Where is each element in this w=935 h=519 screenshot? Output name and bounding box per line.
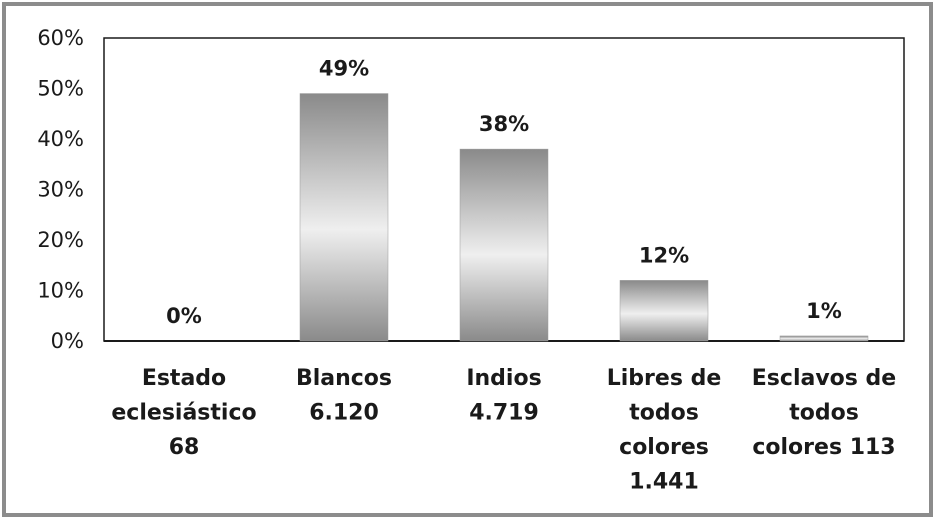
bar <box>779 335 869 342</box>
category-label-line: Libres de <box>607 366 722 391</box>
category-label-line: 1.441 <box>629 470 699 495</box>
category-label-line: Estado <box>142 366 226 391</box>
category-label-line: colores 113 <box>752 435 895 460</box>
y-tick-label: 30% <box>37 178 84 202</box>
category-label: Esclavos de todos colores 113 <box>752 366 896 460</box>
category-label: Indios 4.719 <box>466 366 541 426</box>
category-label-line: Esclavos de <box>752 366 896 391</box>
y-tick-label: 60% <box>37 26 84 50</box>
category-label-line: colores <box>619 435 709 460</box>
category-label-line: Indios <box>466 366 541 391</box>
category-label-line: todos <box>629 401 699 426</box>
data-label: 1% <box>806 299 842 323</box>
category-label-line: 4.719 <box>469 401 539 426</box>
y-tick-label: 50% <box>37 77 84 101</box>
y-tick-label: 10% <box>37 279 84 303</box>
y-axis-ticks: 0% 10% 20% 30% 40% 50% 60% <box>37 26 84 353</box>
data-label: 12% <box>639 243 689 267</box>
data-labels: 0% 49% 38% 12% 1% <box>166 57 842 328</box>
category-label: Blancos 6.120 <box>296 366 392 426</box>
category-label-line: eclesiástico <box>111 401 256 426</box>
y-tick-label: 40% <box>37 127 84 151</box>
data-label: 49% <box>319 57 369 81</box>
y-tick-label: 20% <box>37 228 84 252</box>
category-label: Libres de todos colores 1.441 <box>607 366 722 495</box>
bar <box>299 93 389 342</box>
category-labels: Estado eclesiástico 68 Blancos 6.120 Indios 4.… <box>111 366 896 495</box>
category-label-line: 6.120 <box>309 401 379 426</box>
data-label: 38% <box>479 112 529 136</box>
bar <box>459 148 549 342</box>
bars <box>299 93 869 342</box>
y-tick-label: 0% <box>51 329 84 353</box>
category-label-line: todos <box>789 401 859 426</box>
category-label-line: Blancos <box>296 366 392 391</box>
category-label: Estado eclesiástico 68 <box>111 366 256 460</box>
data-label: 0% <box>166 304 202 328</box>
bar <box>619 280 709 342</box>
category-label-line: 68 <box>169 435 200 460</box>
